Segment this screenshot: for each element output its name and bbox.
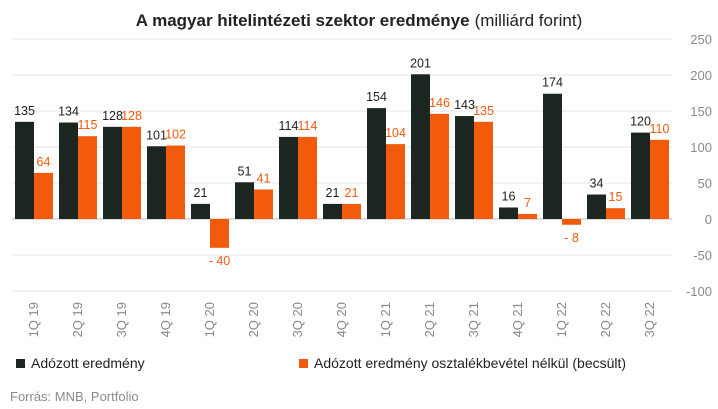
bar-osztalek-nelkul — [166, 145, 185, 219]
bar-adozott — [59, 122, 78, 219]
bar-osztalek-nelkul — [518, 213, 537, 219]
data-label: 101 — [146, 128, 167, 142]
bar-osztalek-nelkul — [342, 203, 361, 219]
chart-title: A magyar hitelintézeti szektor eredménye… — [136, 11, 583, 30]
legend: Adózott eredmény Adózott eredmény osztal… — [16, 355, 626, 371]
data-label: 114 — [279, 119, 299, 133]
data-label: 128 — [102, 109, 123, 123]
bar-osztalek-nelkul — [430, 113, 449, 219]
data-label: 102 — [165, 128, 186, 142]
data-label: 146 — [429, 96, 450, 110]
bar-osztalek-nelkul — [34, 172, 53, 219]
bar-adozott — [235, 182, 254, 219]
x-tick-label: 2Q 22 — [598, 302, 613, 337]
x-tick-label: 3Q 19 — [114, 302, 129, 337]
bar-osztalek-nelkul — [562, 219, 581, 225]
data-label: 64 — [37, 155, 51, 169]
legend-swatch-adozott — [16, 359, 25, 368]
bar-adozott — [631, 132, 650, 219]
bar-osztalek-nelkul — [78, 136, 97, 219]
legend-swatch-osztalek-nelkul — [299, 359, 308, 368]
x-tick-label: 4Q 20 — [334, 302, 349, 337]
data-label: 34 — [590, 177, 604, 191]
x-tick-label: 1Q 19 — [26, 302, 41, 337]
data-label: 115 — [78, 118, 98, 132]
bar-adozott — [499, 207, 518, 219]
data-label: 41 — [257, 171, 271, 185]
y-tick-label: 200 — [690, 68, 712, 83]
bar-adozott — [367, 108, 386, 219]
data-label: 174 — [542, 76, 563, 90]
x-tick-label: 2Q 20 — [246, 302, 261, 337]
bars — [15, 74, 669, 248]
bar-osztalek-nelkul — [474, 121, 493, 219]
y-tick-label: -50 — [693, 248, 712, 263]
bar-adozott — [455, 116, 474, 219]
y-tick-label: 0 — [705, 212, 712, 227]
bar-osztalek-nelkul — [606, 208, 625, 219]
data-label: 128 — [121, 109, 142, 123]
data-label: 51 — [238, 164, 252, 178]
source-note: Forrás: MNB, Portfolio — [10, 389, 139, 404]
bar-adozott — [147, 146, 166, 219]
y-tick-label: 100 — [690, 140, 712, 155]
y-tick-label: 150 — [690, 104, 712, 119]
y-tick-label: 50 — [698, 176, 712, 191]
x-tick-label: 1Q 22 — [554, 302, 569, 337]
data-label: 104 — [385, 126, 406, 140]
data-label: 21 — [194, 186, 208, 200]
data-label: 143 — [454, 98, 475, 112]
y-axis: 250 200 150 100 50 0 -50 -100 — [686, 32, 712, 299]
bar-osztalek-nelkul — [254, 189, 273, 219]
chart-title-unit: (milliárd forint) — [475, 11, 583, 30]
data-label: 15 — [609, 190, 623, 204]
chart-title-main: A magyar hitelintézeti szektor eredménye — [136, 11, 470, 30]
x-axis: 1Q 19 2Q 19 3Q 19 4Q 19 1Q 20 2Q 20 3Q 20 4Q 20… — [26, 302, 657, 337]
bar-adozott — [411, 74, 430, 219]
bar-osztalek-nelkul — [210, 219, 229, 248]
bar-osztalek-nelkul — [650, 139, 669, 219]
data-label: - 40 — [209, 254, 231, 268]
data-label: 21 — [345, 186, 359, 200]
bar-adozott — [15, 121, 34, 219]
x-tick-label: 4Q 21 — [510, 302, 525, 337]
data-label: 7 — [524, 196, 531, 210]
data-label: 110 — [650, 122, 670, 136]
x-tick-label: 1Q 21 — [378, 302, 393, 337]
data-label: 135 — [14, 104, 35, 118]
x-tick-label: 2Q 21 — [422, 302, 437, 337]
data-label: 201 — [410, 56, 431, 70]
bar-adozott — [191, 203, 210, 219]
bar-osztalek-nelkul — [386, 144, 405, 219]
data-label: 135 — [473, 104, 494, 118]
x-tick-label: 4Q 19 — [158, 302, 173, 337]
x-tick-label: 1Q 20 — [202, 302, 217, 337]
data-label: 134 — [58, 105, 79, 119]
bar-adozott — [587, 194, 606, 219]
x-tick-label: 3Q 21 — [466, 302, 481, 337]
y-tick-label: -100 — [686, 284, 712, 299]
y-tick-label: 250 — [690, 32, 712, 47]
bar-adozott — [279, 136, 298, 219]
data-label: 21 — [326, 186, 340, 200]
bar-osztalek-nelkul — [298, 136, 317, 219]
data-label: 16 — [502, 189, 516, 203]
bar-adozott — [323, 203, 342, 219]
bar-adozott — [103, 126, 122, 219]
bar-osztalek-nelkul — [122, 126, 141, 219]
x-tick-label: 3Q 22 — [642, 302, 657, 337]
data-label: 120 — [630, 115, 651, 129]
legend-label-osztalek-nelkul: Adózott eredmény osztalékbevétel nélkül … — [314, 355, 626, 371]
x-tick-label: 2Q 19 — [70, 302, 85, 337]
bar-adozott — [543, 93, 562, 219]
data-label: - 8 — [564, 231, 579, 245]
data-label: 114 — [298, 119, 318, 133]
data-label: 154 — [366, 90, 387, 104]
x-tick-label: 3Q 20 — [290, 302, 305, 337]
legend-label-adozott: Adózott eredmény — [31, 355, 145, 371]
